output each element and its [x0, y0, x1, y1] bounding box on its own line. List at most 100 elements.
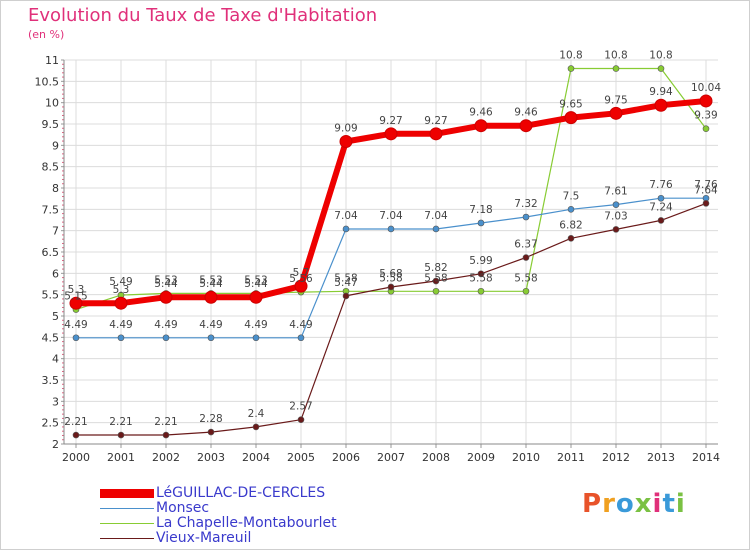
- data-label: 5.58: [514, 272, 537, 284]
- data-label: 5.47: [334, 277, 357, 289]
- logo-letter: r: [602, 489, 616, 519]
- axes: 22.533.544.555.566.577.588.599.51010.511…: [35, 54, 721, 464]
- data-label: 10.8: [604, 50, 627, 62]
- x-tick-label: 2003: [197, 451, 225, 464]
- data-label: 9.27: [379, 115, 402, 127]
- x-tick-label: 2013: [647, 451, 675, 464]
- data-label: 5.53: [199, 274, 222, 286]
- data-point-vieux-mareuil: [477, 270, 485, 278]
- data-label: 9.46: [514, 107, 538, 119]
- data-point-vieux-mareuil: [162, 431, 170, 439]
- y-tick-label: 4.5: [42, 331, 60, 344]
- data-point-vieux-mareuil: [522, 254, 530, 261]
- data-point-la-chapelle-montabourlet: [567, 65, 575, 72]
- data-label: 9.46: [469, 107, 493, 119]
- data-label: 7.03: [604, 210, 627, 222]
- data-label: 4.49: [64, 319, 87, 331]
- data-label: 5.58: [424, 272, 447, 284]
- data-point-vieux-mareuil: [297, 416, 305, 423]
- data-label: 7.18: [469, 204, 492, 216]
- data-point-vieux-mareuil: [387, 283, 395, 291]
- data-point-la-chapelle-montabourlet: [657, 65, 665, 72]
- data-point-le-guillac-de-cercles: [564, 111, 578, 125]
- data-label: 7.32: [514, 198, 537, 210]
- legend-swatch: [100, 537, 154, 539]
- data-label: 5.58: [469, 272, 492, 284]
- data-point-le-guillac-de-cercles: [519, 119, 533, 133]
- data-point-monsec: [252, 334, 260, 342]
- data-point-monsec: [522, 213, 530, 221]
- x-tick-label: 2007: [377, 451, 405, 464]
- logo-letter: x: [634, 489, 653, 519]
- data-label: 5.53: [244, 274, 267, 286]
- x-tick-label: 2006: [332, 451, 360, 464]
- chart-title: Evolution du Taux de Taxe d'Habitation: [28, 5, 378, 26]
- data-label: 4.49: [244, 319, 267, 331]
- y-tick-label: 6: [52, 267, 59, 280]
- data-point-le-guillac-de-cercles: [384, 127, 398, 141]
- data-point-monsec: [162, 334, 170, 342]
- x-tick-label: 2010: [512, 451, 540, 464]
- data-label: 4.49: [109, 319, 132, 331]
- y-tick-label: 4: [52, 353, 59, 366]
- data-label: 4.49: [154, 319, 177, 331]
- data-point-monsec: [387, 225, 395, 233]
- data-label: 7.04: [424, 210, 448, 222]
- data-point-vieux-mareuil: [702, 200, 710, 207]
- logo-letter: t: [662, 489, 676, 519]
- data-label: 2.21: [109, 416, 132, 428]
- data-label: 6.82: [559, 219, 582, 231]
- y-tick-label: 10: [45, 97, 59, 110]
- data-label: 4.49: [289, 319, 312, 331]
- data-label: 5.58: [334, 272, 357, 284]
- data-label: 5.44: [244, 278, 268, 290]
- y-tick-label: 9.5: [42, 118, 60, 131]
- chart-subtitle: (en %): [28, 28, 65, 41]
- data-point-vieux-mareuil: [657, 217, 665, 224]
- data-point-le-guillac-de-cercles: [294, 279, 308, 293]
- data-label: 9.27: [424, 115, 447, 127]
- data-point-vieux-mareuil: [432, 277, 440, 285]
- legend-swatch: [100, 522, 154, 524]
- data-label: 5.3: [68, 284, 85, 296]
- data-point-vieux-mareuil: [342, 292, 350, 300]
- x-tick-label: 2009: [467, 451, 495, 464]
- data-point-monsec: [72, 334, 80, 342]
- data-point-le-guillac-de-cercles: [609, 106, 623, 120]
- y-tick-label: 3: [52, 395, 59, 408]
- data-label: 2.28: [199, 413, 222, 425]
- data-point-le-guillac-de-cercles: [249, 290, 263, 304]
- data-label: 5.68: [379, 268, 402, 280]
- data-label: 5.3: [113, 284, 130, 296]
- data-point-la-chapelle-montabourlet: [522, 287, 530, 295]
- data-label: 9.94: [649, 86, 673, 98]
- y-tick-label: 10.5: [35, 75, 60, 88]
- data-label: 7.04: [334, 210, 358, 222]
- data-point-le-guillac-de-cercles: [429, 127, 443, 141]
- data-label: 2.21: [64, 416, 87, 428]
- data-label: 2.21: [154, 416, 177, 428]
- legend-label: LéGUILLAC-DE-CERCLES: [156, 485, 326, 501]
- legend-item: Monsec: [100, 500, 209, 516]
- data-point-monsec: [117, 334, 125, 342]
- data-label: 9.09: [334, 122, 357, 134]
- data-label: 7.5: [563, 190, 580, 202]
- logo-letter: P: [582, 489, 603, 519]
- y-tick-label: 5: [52, 310, 59, 323]
- x-tick-label: 2001: [107, 451, 135, 464]
- legend-label: La Chapelle-Montabourlet: [156, 515, 337, 531]
- data-label: 5.7: [293, 267, 310, 279]
- data-label: 5.82: [424, 262, 447, 274]
- data-point-vieux-mareuil: [567, 235, 575, 242]
- data-label: 5.58: [379, 272, 402, 284]
- data-label: 7.76: [649, 179, 673, 191]
- x-tick-label: 2005: [287, 451, 315, 464]
- data-point-la-chapelle-montabourlet: [432, 287, 440, 295]
- data-label: 10.8: [559, 50, 582, 62]
- legend-swatch: [100, 488, 154, 498]
- data-point-monsec: [567, 206, 575, 213]
- y-tick-label: 11: [45, 54, 59, 67]
- data-label: 5.15: [64, 291, 87, 303]
- y-tick-label: 8.5: [42, 161, 60, 174]
